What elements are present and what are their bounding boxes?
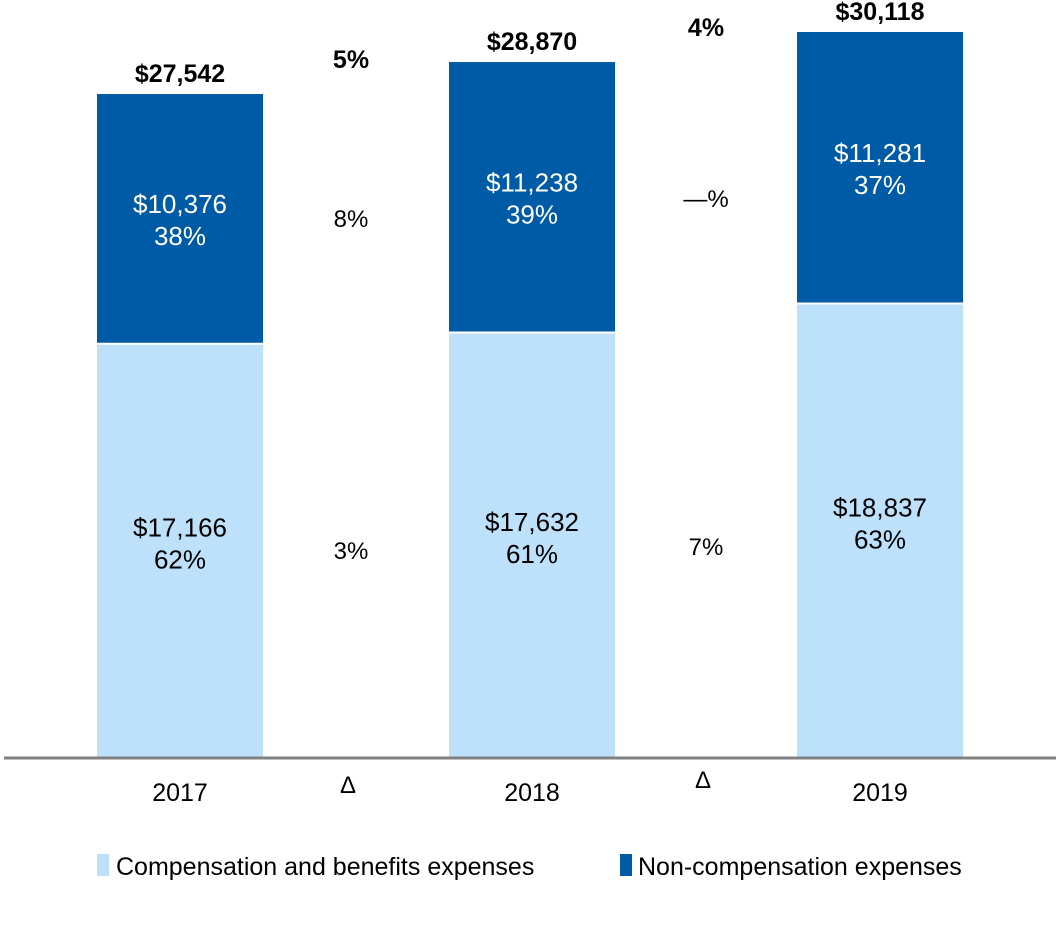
- bar-non-compensation-2017: [97, 94, 263, 344]
- label-total: $27,542: [135, 60, 225, 88]
- legend-swatch-non-compensation: [620, 854, 632, 876]
- bar-compensation-2019: [797, 303, 963, 757]
- label-compensation-share: 61%: [506, 539, 558, 569]
- label-non-compensation-value: $11,281: [834, 138, 926, 168]
- bar-compensation-2018: [449, 332, 615, 757]
- legend-label-compensation: Compensation and benefits expenses: [116, 853, 534, 881]
- label-non-compensation-share: 37%: [854, 170, 906, 200]
- x-tick-label: 2019: [852, 779, 908, 807]
- label-compensation-value: $17,632: [485, 507, 579, 537]
- bar-non-compensation-2019: [797, 31, 963, 304]
- label-non-compensation-share: 39%: [506, 199, 558, 229]
- change-compensation: 3%: [334, 538, 369, 565]
- change-total: 5%: [333, 46, 369, 74]
- change-non-compensation: 8%: [334, 206, 369, 233]
- label-compensation-value: $17,166: [133, 512, 227, 542]
- change-compensation: 7%: [689, 534, 724, 561]
- x-tick-label: 2018: [504, 779, 560, 807]
- label-non-compensation-value: $10,376: [133, 189, 227, 219]
- delta-symbol: Δ: [695, 767, 711, 794]
- label-non-compensation-value: $11,238: [486, 167, 578, 197]
- bar-non-compensation-2018: [449, 62, 615, 333]
- label-compensation-share: 62%: [154, 544, 206, 574]
- x-tick-label: 2017: [152, 779, 208, 807]
- change-total: 4%: [688, 14, 724, 42]
- legend-label-non-compensation: Non-compensation expenses: [638, 853, 962, 881]
- label-compensation-value: $18,837: [833, 492, 927, 522]
- legend-swatch-compensation: [97, 854, 109, 876]
- bar-compensation-2017: [97, 343, 263, 757]
- label-total: $28,870: [487, 28, 577, 56]
- change-non-compensation: —%: [683, 186, 728, 213]
- delta-symbol: Δ: [340, 772, 356, 799]
- label-non-compensation-share: 38%: [154, 221, 206, 251]
- label-compensation-share: 63%: [854, 524, 906, 554]
- label-total: $30,118: [836, 0, 925, 26]
